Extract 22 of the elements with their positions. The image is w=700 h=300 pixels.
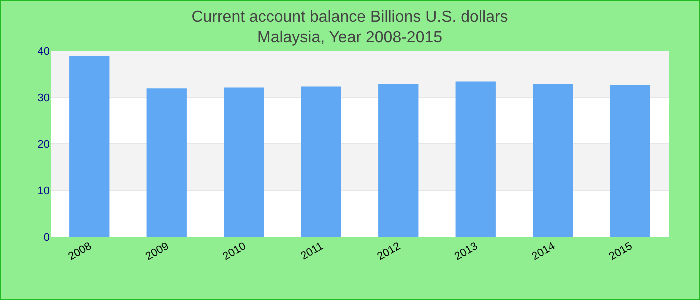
x-tick-label: 2008: [66, 240, 94, 264]
x-tick-label: 2011: [299, 240, 326, 263]
x-tick-label: 2010: [221, 240, 248, 264]
chart-title: Current account balance Billions U.S. dollars Malaysia, Year 2008-2015: [192, 8, 508, 47]
bar: [224, 88, 264, 237]
bar: [70, 56, 110, 237]
bar: [610, 85, 650, 237]
x-tick-label: 2013: [452, 240, 480, 264]
bar: [533, 84, 574, 237]
bar: [456, 82, 496, 237]
y-tick-label: 30: [38, 92, 50, 104]
y-tick-label: 20: [38, 138, 50, 151]
y-tick-label: 40: [38, 46, 50, 58]
bar: [378, 84, 419, 237]
y-tick-label: 10: [38, 185, 50, 198]
x-tick-label: 2009: [144, 240, 172, 264]
y-tick-label: 0: [44, 232, 50, 244]
bar: [146, 88, 187, 237]
bar: [301, 86, 342, 237]
x-tick-label: 2015: [607, 240, 635, 264]
x-tick-label: 2012: [376, 240, 403, 264]
x-tick-label: 2014: [530, 240, 558, 264]
